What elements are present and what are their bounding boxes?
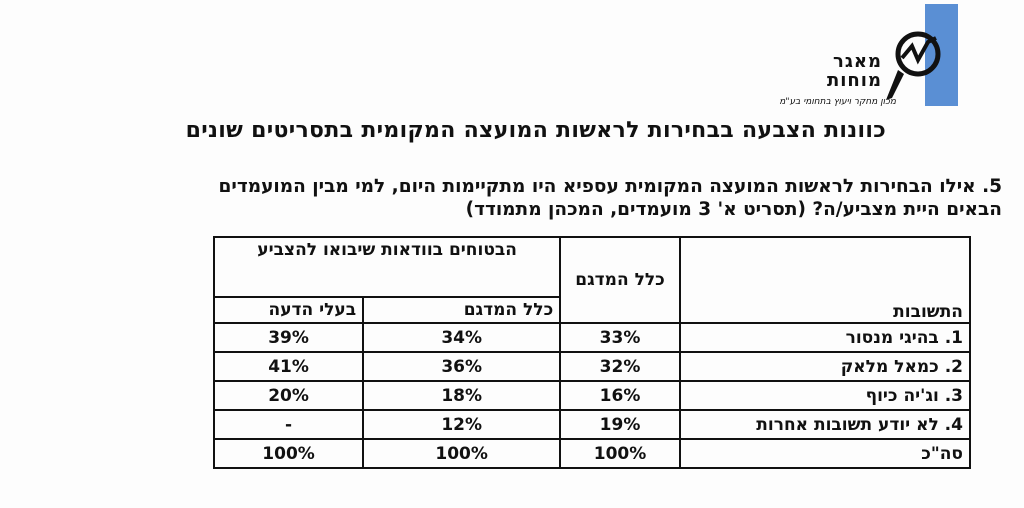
table-subheader-row: כלל המדגם בעלי הדעה <box>212 296 970 324</box>
row-answer-total: סה"כ <box>678 438 972 469</box>
row-sure-opinion: 100% <box>212 438 365 469</box>
row-answer: 2. כמאל מלאק <box>678 351 972 382</box>
header-sure-with-opinion: בעלי הדעה <box>212 296 365 324</box>
row-total: 33% <box>559 322 681 353</box>
logo-name: מאגר מוחות <box>827 52 882 90</box>
results-table: התשובות כלל המדגם הבטוחים בוודאות שיבואו… <box>212 236 972 469</box>
row-sure-all: 34% <box>362 322 562 353</box>
row-total: 100% <box>559 438 681 469</box>
row-answer: 4. לא יודע תשובות אחרות <box>678 409 972 440</box>
row-total: 16% <box>559 380 681 411</box>
row-sure-all: 100% <box>362 438 562 469</box>
logo-pen-icon <box>886 31 941 100</box>
row-answer: 1. בהיגי מנסור <box>678 322 972 353</box>
header-answers: התשובות <box>678 236 972 324</box>
row-sure-all: 12% <box>362 409 562 440</box>
question-line-2: הבאים היית מצביע/ה? (תסריט א' 3 מועמדים,… <box>465 199 1002 220</box>
page-title: כוונות הצבעה בבחירות לראשות המועצה המקומ… <box>185 118 886 143</box>
row-answer: 3. וג'יה כיוף <box>678 380 972 411</box>
table-header-row: התשובות כלל המדגם הבטוחים בוודאות שיבואו… <box>212 236 972 324</box>
row-sure-opinion: 39% <box>212 322 365 353</box>
question-line-1: 5. אילו הבחירות לראשות המועצה המקומית עס… <box>218 176 1002 197</box>
row-total: 32% <box>559 351 681 382</box>
table-row: 2. כמאל מלאק 32% 36% 41% <box>212 351 972 382</box>
table-row: 4. לא יודע תשובות אחרות 19% 12% - <box>212 409 972 440</box>
row-sure-opinion: - <box>212 409 365 440</box>
header-sure-total-sample: כלל המדגם <box>362 296 562 324</box>
table-total-row: סה"כ 100% 100% 100% <box>212 438 972 469</box>
logo-tagline: מכון מחקר ויעוץ בתחומי בע"מ <box>779 97 896 107</box>
header-total-sample: כלל המדגם <box>559 236 681 324</box>
header-sure-voters: הבטוחים בוודאות שיבואו להצביע <box>212 236 562 298</box>
row-sure-opinion: 41% <box>212 351 365 382</box>
table-row: 3. וג'יה כיוף 16% 18% 20% <box>212 380 972 411</box>
logo-name-line2: מוחות <box>826 70 882 91</box>
logo-name-line1: מאגר <box>832 51 882 72</box>
row-sure-opinion: 20% <box>212 380 365 411</box>
table-row: 1. בהיגי מנסור 33% 34% 39% <box>212 322 972 353</box>
row-sure-all: 36% <box>362 351 562 382</box>
logo: מאגר מוחות מכון מחקר ויעוץ בתחומי בע"מ <box>728 4 960 108</box>
row-sure-all: 18% <box>362 380 562 411</box>
logo-blue-bar <box>925 4 958 106</box>
row-total: 19% <box>559 409 681 440</box>
question-text: 5. אילו הבחירות לראשות המועצה המקומית עס… <box>12 175 1002 221</box>
